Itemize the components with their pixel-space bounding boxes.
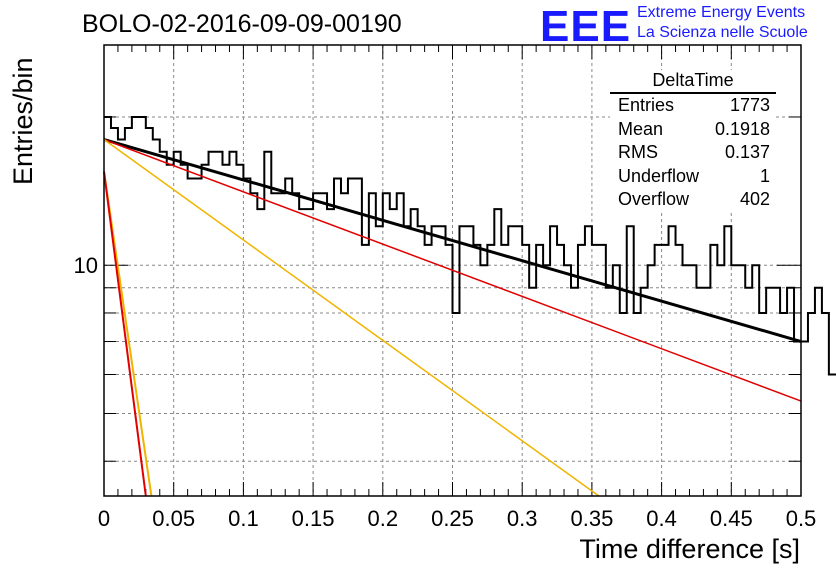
- stats-value: 1: [759, 165, 770, 186]
- fit-line: [103, 138, 802, 402]
- stats-label: Overflow: [618, 189, 690, 209]
- x-tick-label: 0.35: [570, 506, 613, 531]
- fit-line: [103, 171, 147, 497]
- x-tick-label: 0.1: [228, 506, 259, 531]
- stats-label: Underflow: [618, 165, 700, 186]
- stats-row-mean: Mean 0.1918: [610, 118, 776, 142]
- stats-row-rms: RMS 0.137: [610, 141, 776, 165]
- y-tick-label: 10: [74, 253, 98, 278]
- histogram-line: [104, 115, 836, 376]
- fit-line: [103, 138, 802, 343]
- x-axis-label: Time difference [s]: [579, 534, 800, 564]
- stats-row-entries: Entries 1773: [610, 94, 776, 118]
- x-tick-label: 0.5: [786, 506, 817, 531]
- fit-line: [103, 138, 600, 497]
- stats-label: RMS: [618, 142, 658, 162]
- stats-label: Entries: [618, 95, 675, 115]
- stats-value: 0.1918: [714, 118, 770, 139]
- eee-logo-mark: EEE: [540, 2, 632, 51]
- eee-logo-line1: Extreme Energy Events: [637, 4, 806, 21]
- x-tick-label: 0.3: [507, 506, 538, 531]
- stats-label: Mean: [618, 118, 664, 139]
- chart-title: BOLO-02-2016-09-09-00190: [82, 10, 402, 38]
- x-tick-label: 0: [98, 506, 110, 531]
- x-tick-label: 0.4: [646, 506, 677, 531]
- x-tick-label: 0.2: [368, 506, 399, 531]
- plot-frame: [103, 44, 802, 497]
- stats-row-overflow: Overflow 402: [610, 188, 776, 212]
- eee-logo-line2: La Scienza nelle Scuole: [637, 24, 808, 41]
- stats-value: 402: [739, 189, 770, 209]
- stats-title: DeltaTime: [610, 70, 776, 94]
- stats-box: DeltaTime Entries 1773 Mean 0.1918 RMS 0.13…: [610, 70, 776, 212]
- x-tick-label: 0.25: [431, 506, 474, 531]
- stats-value: 0.137: [724, 142, 770, 162]
- stats-row-underflow: Underflow 1: [610, 165, 776, 189]
- y-axis-label: Entries/bin: [8, 57, 38, 185]
- x-tick-label: 0.45: [710, 506, 753, 531]
- x-tick-label: 0.15: [292, 506, 335, 531]
- x-tick-label: 0.05: [152, 506, 195, 531]
- stats-value: 1773: [729, 95, 770, 115]
